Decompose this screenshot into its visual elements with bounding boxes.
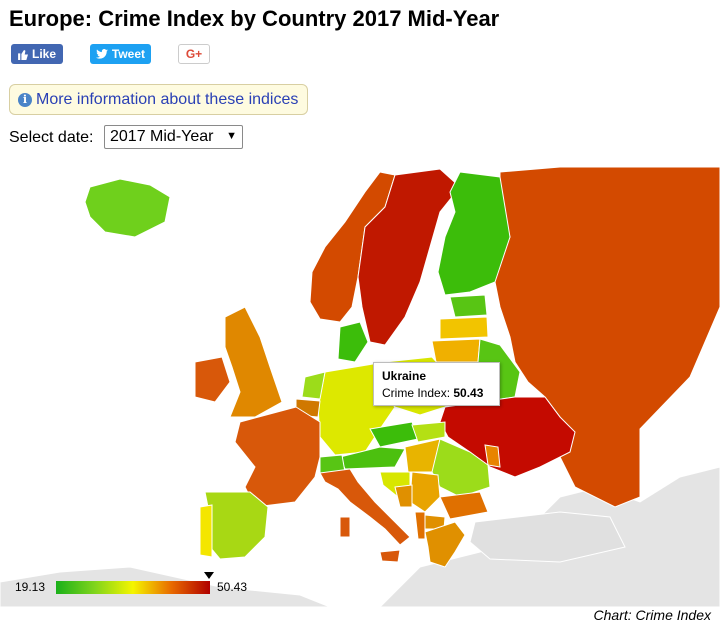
country-denmark (337, 321, 369, 363)
chart-credit: Chart: Crime Index (593, 607, 711, 623)
country-ukraine (439, 396, 576, 478)
tooltip-value: 50.43 (453, 386, 484, 400)
facebook-like-button[interactable]: Like (11, 44, 63, 64)
country-iceland (84, 178, 171, 238)
info-circle-icon: i (18, 92, 32, 107)
country-ireland (194, 356, 231, 403)
country-latvia (439, 316, 489, 340)
country-sardinia (339, 516, 351, 538)
country-uk (224, 306, 283, 418)
like-label: Like (32, 47, 57, 61)
legend-max: 50.43 (217, 580, 248, 594)
country-albania (414, 511, 426, 540)
legend-color-bar (56, 581, 210, 594)
europe-choropleth-map (0, 167, 720, 607)
country-moldova (484, 444, 501, 468)
country-slovakia (411, 421, 446, 443)
country-lithuania (431, 338, 481, 363)
tooltip-label: Crime Index: (382, 386, 451, 400)
caret-down-icon: ▼ (226, 130, 237, 142)
map-tooltip: Ukraine Crime Index: 50.43 (373, 362, 500, 406)
page-title: Europe: Crime Index by Country 2017 Mid-… (9, 6, 500, 31)
country-sicily (379, 549, 401, 563)
legend-pointer-icon (204, 572, 214, 579)
date-select[interactable]: 2017 Mid-Year ▼ (104, 125, 243, 149)
more-info-link[interactable]: i More information about these indices (9, 84, 308, 115)
country-greece (424, 521, 466, 568)
date-select-label: Select date: (9, 129, 94, 146)
country-bulgaria (439, 491, 489, 520)
thumbs-up-icon (18, 49, 28, 60)
tooltip-country: Ukraine (382, 369, 427, 383)
legend-min: 19.13 (15, 580, 46, 594)
gplus-label: G+ (185, 47, 203, 61)
twitter-bird-icon (96, 49, 108, 59)
more-info-text: More information about these indices (36, 90, 299, 108)
country-portugal (199, 504, 213, 558)
google-plus-button[interactable]: G+ (178, 44, 210, 64)
country-italy (319, 468, 411, 546)
tweet-button[interactable]: Tweet (90, 44, 151, 64)
country-netherlands (301, 371, 326, 400)
country-bosnia (394, 484, 413, 508)
country-france (234, 406, 321, 508)
date-select-value: 2017 Mid-Year (110, 128, 214, 145)
tweet-label: Tweet (111, 47, 145, 61)
tooltip-value-row: Crime Index: 50.43 (382, 385, 491, 402)
background-land-turkey (469, 511, 626, 563)
country-estonia (449, 294, 488, 318)
country-finland (437, 171, 511, 296)
